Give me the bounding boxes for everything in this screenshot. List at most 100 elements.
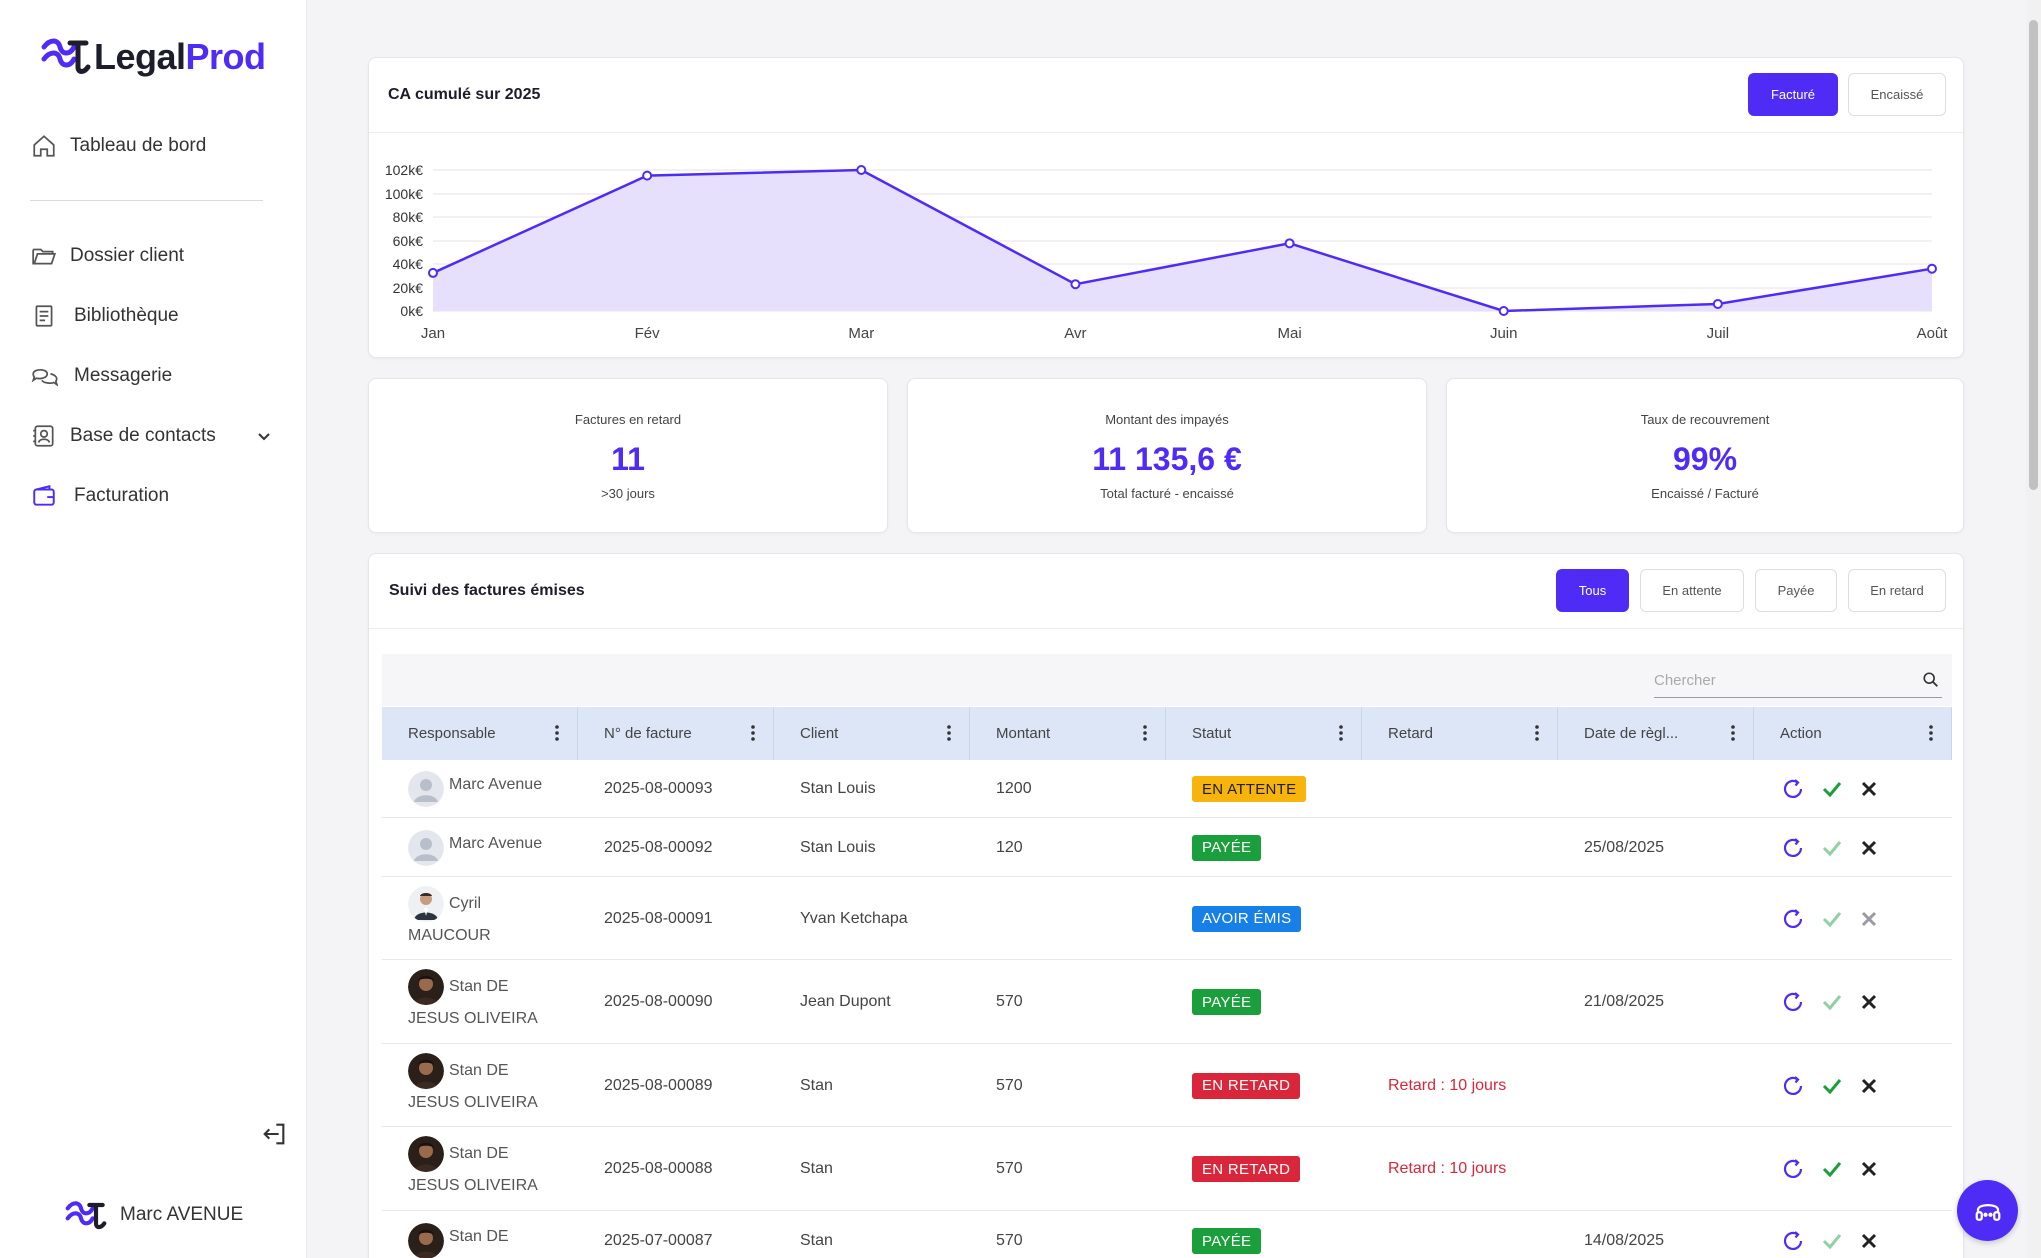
close-icon[interactable] (1856, 1156, 1882, 1182)
check-icon[interactable] (1819, 989, 1845, 1015)
status-badge: EN ATTENTE (1192, 776, 1307, 802)
status-badge: PAYÉE (1192, 834, 1262, 861)
column-menu-icon[interactable] (1143, 725, 1147, 741)
sidebar-item-base-de-contacts[interactable]: Base de contacts (30, 416, 216, 456)
logout-icon (263, 1123, 285, 1145)
search-input[interactable] (1654, 664, 1904, 696)
table-row[interactable]: Marc Avenue 2025-08-00093 Stan Louis 1200 EN… (382, 760, 1952, 818)
column-header[interactable]: Montant (970, 707, 1166, 760)
user-profile[interactable]: Marc AVENUE (64, 1200, 243, 1230)
column-menu-icon[interactable] (1339, 725, 1343, 741)
column-menu-icon[interactable] (751, 725, 755, 741)
invoice-number: 2025-08-00089 (604, 1076, 713, 1094)
search-field[interactable] (1654, 664, 1942, 698)
filter-payee-button[interactable]: Payée (1755, 569, 1837, 612)
amount: 570 (996, 993, 1023, 1010)
column-menu-icon[interactable] (1929, 725, 1933, 741)
table-row[interactable]: Cyril MAUCOUR 2025-08-00091 Yvan Ketchapa AV… (382, 877, 1952, 960)
filter-en-attente-button[interactable]: En attente (1640, 569, 1744, 612)
chart-point[interactable] (1284, 238, 1295, 249)
table-row[interactable]: Stan DE 2025-07-00087 Stan 570 14/08/2025 PAY… (382, 1211, 1952, 1258)
column-header[interactable]: Action (1754, 707, 1952, 760)
facture-toggle-button[interactable]: Facturé (1748, 73, 1838, 116)
close-icon[interactable] (1856, 906, 1882, 932)
kpi-label: Factures en retard (574, 412, 682, 427)
column-header[interactable]: Statut (1166, 707, 1362, 760)
avatar (408, 969, 444, 1005)
chart-area (433, 170, 1932, 311)
column-menu-icon[interactable] (947, 725, 951, 741)
sidebar-item-facturation[interactable]: Facturation (30, 476, 169, 516)
close-icon[interactable] (1856, 1228, 1882, 1254)
chart-point[interactable] (1498, 306, 1509, 316)
responsable-name-line2: JESUS OLIVEIRA (408, 1010, 538, 1027)
chevron-down-icon[interactable] (256, 428, 272, 444)
chart-point[interactable] (856, 165, 867, 175)
column-header[interactable]: Retard (1362, 707, 1558, 760)
check-icon[interactable] (1819, 835, 1845, 861)
column-header[interactable]: Client (774, 707, 970, 760)
logout-button[interactable] (258, 1118, 290, 1150)
x-tick-label: Mar (848, 325, 874, 342)
sidebar-item-messagerie[interactable]: Messagerie (30, 356, 172, 396)
chart-point[interactable] (1712, 298, 1723, 309)
invoice-number: 2025-08-00093 (604, 780, 713, 797)
filter-en-retard-button[interactable]: En retard (1848, 569, 1946, 612)
filter-tous-button[interactable]: Tous (1556, 569, 1629, 612)
refresh-icon[interactable] (1780, 1073, 1806, 1099)
scrollbar-thumb[interactable] (2029, 20, 2038, 490)
table-row[interactable]: Stan DE JESUS OLIVEIRA 2025-08-00088 Stan 57… (382, 1127, 1952, 1211)
sidebar-item-tableau-de-bord[interactable]: Tableau de bord (30, 126, 206, 166)
refresh-icon[interactable] (1780, 1228, 1806, 1254)
column-header[interactable]: Responsable (382, 707, 578, 760)
column-menu-icon[interactable] (1731, 725, 1735, 741)
column-header[interactable]: N° de facture (578, 707, 774, 760)
client-name: Stan (800, 1076, 833, 1094)
close-icon[interactable] (1856, 1073, 1882, 1099)
chart-point[interactable] (1927, 263, 1937, 274)
chart-point[interactable] (428, 267, 438, 278)
refresh-icon[interactable] (1780, 989, 1806, 1015)
amount: 1200 (996, 780, 1032, 797)
close-icon[interactable] (1856, 835, 1882, 861)
refresh-icon[interactable] (1780, 1156, 1806, 1182)
page-scrollbar[interactable] (2026, 0, 2041, 1258)
column-menu-icon[interactable] (555, 725, 559, 741)
close-icon[interactable] (1856, 989, 1882, 1015)
check-icon[interactable] (1819, 1228, 1845, 1254)
check-icon[interactable] (1819, 776, 1845, 802)
column-header[interactable]: Date de règl... (1558, 707, 1754, 760)
chart-point[interactable] (642, 170, 653, 181)
kpi-sub: Total facturé - encaissé (1100, 486, 1234, 501)
chart-point[interactable] (1070, 279, 1081, 290)
table-row[interactable]: Stan DE JESUS OLIVEIRA 2025-08-00090 Jean D… (382, 960, 1952, 1044)
check-icon[interactable] (1819, 906, 1845, 932)
logo-text-legal: Legal (94, 36, 186, 77)
responsable-name: Stan DE (449, 978, 509, 995)
home-icon (30, 132, 58, 160)
support-chat-button[interactable] (1957, 1180, 2018, 1241)
check-icon[interactable] (1819, 1073, 1845, 1099)
logo[interactable]: LegalProd (40, 36, 266, 78)
refresh-icon[interactable] (1780, 835, 1806, 861)
close-icon[interactable] (1856, 776, 1882, 802)
table-row[interactable]: Marc Avenue 2025-08-00092 Stan Louis 120 25/… (382, 818, 1952, 877)
kpi-card-taux-recouvrement: Taux de recouvrement 99% Encaissé / Fact… (1446, 378, 1964, 533)
status-badge: EN RETARD (1192, 1072, 1301, 1099)
column-header-label: Action (1780, 725, 1822, 742)
client-name: Yvan Ketchapa (800, 909, 908, 927)
check-icon[interactable] (1819, 1156, 1845, 1182)
sidebar-item-dossier-client[interactable]: Dossier client (30, 236, 184, 276)
search-icon[interactable] (1922, 671, 1940, 689)
responsable-name: Cyril (449, 895, 481, 912)
encaisse-toggle-button[interactable]: Encaissé (1848, 73, 1946, 116)
refresh-icon[interactable] (1780, 776, 1806, 802)
sidebar: LegalProd Tableau de bord Dossier client… (0, 0, 307, 1258)
column-header-label: N° de facture (604, 725, 692, 742)
sidebar-item-bibliotheque[interactable]: Bibliothèque (30, 296, 179, 336)
avatar (408, 771, 444, 807)
table-row[interactable]: Stan DE JESUS OLIVEIRA 2025-08-00089 Stan 57… (382, 1044, 1952, 1127)
refresh-icon[interactable] (1780, 906, 1806, 932)
column-menu-icon[interactable] (1535, 725, 1539, 741)
chart-line (432, 168, 1933, 313)
